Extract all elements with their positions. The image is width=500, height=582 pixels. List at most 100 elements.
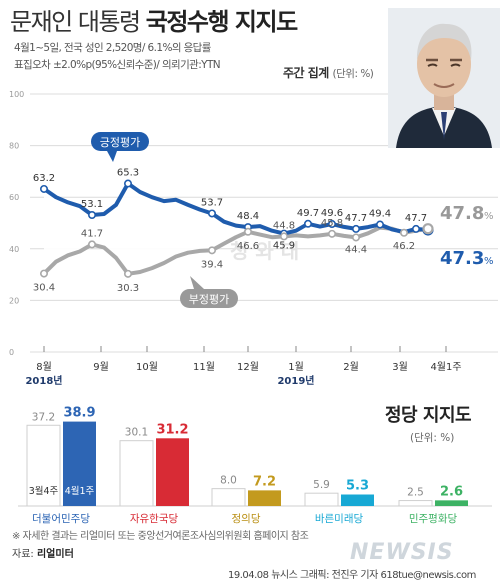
negative-value-label: 44.8	[273, 220, 295, 231]
y-tick-label: 80	[9, 142, 19, 151]
percent-sign: %	[484, 256, 494, 267]
party-name: 민주평화당	[409, 513, 458, 525]
title-bold: 국정수행 지지도	[145, 8, 298, 36]
negative-final-point	[422, 223, 434, 235]
party-bar-prev	[119, 440, 154, 507]
positive-point	[124, 179, 133, 188]
positive-point	[375, 220, 384, 229]
party-bar-prev	[398, 500, 433, 507]
newsis-watermark: NEWSIS	[350, 540, 454, 565]
party-bar-curr	[63, 421, 96, 506]
positive-point	[351, 224, 360, 233]
positive-value-label: 65.3	[117, 168, 139, 179]
positive-point	[208, 209, 217, 218]
source-line: 자료: 리얼미터	[12, 545, 74, 560]
positive-value-label: 49.6	[321, 208, 343, 219]
party-prev-value: 8.0	[220, 475, 237, 487]
negative-value-label: 41.7	[81, 228, 103, 239]
positive-value-label: 49.7	[297, 208, 319, 219]
positive-callout	[91, 132, 149, 151]
y-tick-label: 100	[9, 90, 24, 99]
title-main: 문재인 대통령	[10, 8, 146, 36]
party-bar-prev	[211, 488, 246, 507]
negative-point	[39, 269, 48, 278]
source-label: 자료:	[12, 549, 34, 560]
negative-point	[124, 269, 133, 278]
negative-value-label: 39.4	[201, 259, 223, 270]
y-tick-label: 20	[9, 296, 19, 305]
negative-point	[399, 228, 408, 237]
negative-value-label: 45.8	[321, 218, 343, 229]
party-curr-value: 7.2	[253, 474, 276, 489]
negative-point	[327, 229, 336, 238]
negative-point	[351, 233, 360, 242]
negative-value-label: 46.6	[237, 241, 259, 252]
party-curr-value: 38.9	[63, 406, 95, 421]
negative-point	[244, 227, 253, 236]
positive-final-value: 47.3	[440, 248, 484, 269]
president-portrait	[388, 8, 500, 148]
positive-point	[303, 219, 312, 228]
party-prev-value: 5.9	[313, 479, 330, 491]
y-tick-label: 0	[9, 348, 14, 357]
footnote: ※ 자세한 결과는 리얼미터 또는 중앙선거여론조사심의위원회 홈페이지 참조	[12, 531, 309, 542]
negative-value-label: 30.3	[117, 283, 139, 294]
positive-point	[88, 211, 97, 220]
survey-info: 4월1~5일, 전국 성인 2,520명/ 6.1%의 응답률 표집오차 ±2.…	[14, 40, 284, 74]
party-curr-value: 5.3	[346, 478, 369, 493]
page-title: 문재인 대통령 국정수행 지지도	[10, 2, 298, 37]
party-bar-curr	[156, 438, 189, 506]
party-chart-title: 정당 지지도	[385, 405, 472, 426]
party-name: 더불어민주당	[32, 513, 90, 525]
survey-line: 4월1~5일, 전국 성인 2,520명/ 6.1%의 응답률	[14, 42, 211, 54]
positive-value-label: 47.7	[405, 213, 427, 224]
negative-callout-label: 부정평가	[189, 293, 229, 306]
source-name: 리얼미터	[36, 549, 74, 560]
party-bar-curr	[435, 500, 468, 506]
party-bar-prev	[304, 492, 339, 507]
party-chart-unit: (단위: %)	[410, 432, 455, 444]
negative-callout-pointer	[190, 276, 204, 289]
negative-value-label: 44.4	[345, 244, 367, 255]
negative-point	[208, 246, 217, 255]
negative-point	[279, 232, 288, 241]
positive-value-label: 53.7	[201, 197, 223, 208]
x-tick-label: 12월	[237, 361, 259, 373]
positive-value-label: 47.7	[345, 213, 367, 224]
chart-subtitle: 주간 집계 (단위: %)	[283, 64, 374, 81]
negative-point	[88, 240, 97, 249]
party-name: 정의당	[232, 513, 261, 525]
party-curr-value: 2.6	[440, 484, 463, 499]
party-bar-curr	[248, 490, 281, 506]
positive-series-line	[42, 181, 429, 236]
party-name: 자유한국당	[130, 513, 179, 525]
party-curr-value: 31.2	[156, 422, 188, 437]
party-name: 바른미래당	[315, 513, 364, 525]
series-label-prev: 3월4주	[29, 485, 59, 497]
positive-value-label: 49.4	[369, 209, 391, 220]
gap-area	[44, 183, 428, 274]
negative-value-label: 30.4	[33, 283, 55, 294]
party-prev-value: 2.5	[407, 487, 424, 499]
positive-value-label: 63.2	[33, 173, 55, 184]
percent-sign: %	[484, 211, 494, 222]
unit-label: (단위: %)	[332, 68, 374, 80]
x-year-label: 2019년	[277, 374, 314, 387]
y-tick-label: 40	[9, 245, 19, 254]
positive-point	[39, 184, 48, 193]
party-bar-prev	[26, 424, 61, 507]
positive-callout-label: 긍정평가	[100, 136, 140, 149]
x-tick-label: 4월1주	[430, 361, 461, 373]
x-tick-label: 10월	[136, 361, 158, 373]
subtitle-label: 주간 집계	[283, 66, 329, 80]
x-tick-label: 1월	[288, 361, 304, 373]
survey-line: 표집오차 ±2.0%p(95%신뢰수준)/ 의뢰기관:YTN	[14, 59, 221, 71]
series-label-curr: 4월1주	[65, 485, 95, 497]
negative-final-value: 47.8	[440, 203, 484, 224]
negative-series-line	[42, 225, 429, 276]
y-tick-label: 60	[9, 193, 19, 202]
negative-value-label: 46.2	[393, 241, 415, 252]
x-tick-label: 3월	[392, 361, 408, 373]
